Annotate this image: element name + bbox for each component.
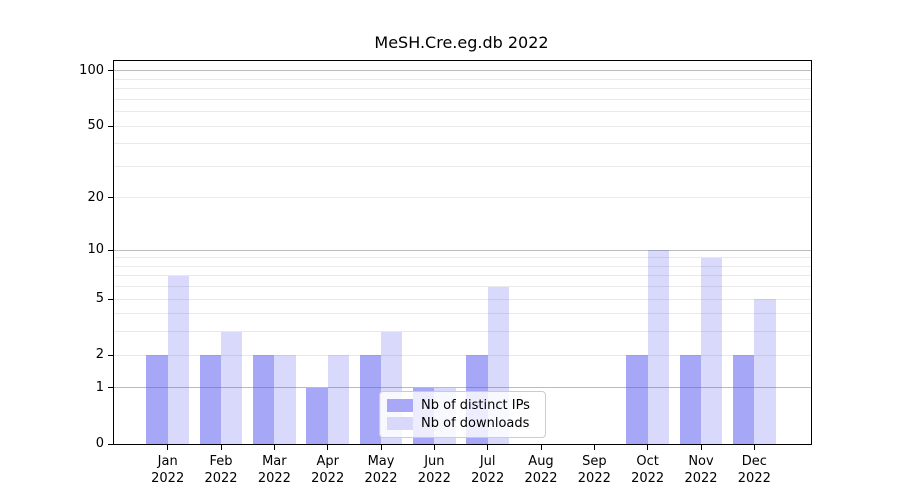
bar-downloads-mar	[274, 355, 296, 444]
bar-downloads-dec	[754, 299, 776, 444]
legend-label-downloads: Nb of downloads	[421, 416, 530, 431]
x-axis-tick	[647, 445, 649, 450]
gridline-minor	[114, 165, 811, 167]
gridline-minor	[114, 257, 811, 259]
x-axis-tick	[487, 445, 489, 450]
x-axis-tick-label: Jul 2022	[471, 454, 505, 486]
bar-distinct-ips-nov	[679, 355, 701, 444]
gridline-minor	[114, 125, 811, 127]
x-axis-tick-label: Dec 2022	[737, 454, 771, 486]
bar-distinct-ips-may	[359, 355, 382, 444]
gridline-minor	[114, 197, 811, 199]
x-axis-tick	[327, 445, 329, 450]
y-axis-tick	[108, 125, 113, 127]
y-axis-tick-label: 5	[95, 291, 104, 307]
y-axis-tick-label: 2	[95, 347, 104, 363]
y-axis-tick	[108, 354, 113, 356]
gridline-minor	[114, 313, 811, 315]
gridline-major	[114, 249, 811, 251]
plot-area: Nb of distinct IPs Nb of downloads 0 1 2 5 1…	[79, 60, 812, 486]
x-axis-tick-label: Oct 2022	[631, 454, 665, 486]
y-axis-tick-label: 10	[87, 242, 104, 258]
gridline-minor	[114, 354, 811, 356]
y-axis-tick	[108, 298, 113, 300]
x-axis-tick-label: Jun 2022	[417, 454, 451, 486]
x-axis-tick	[753, 445, 755, 450]
bar-distinct-ips-oct	[626, 355, 648, 444]
legend-item-downloads: Nb of downloads	[387, 416, 545, 431]
y-axis-tick-label: 20	[87, 189, 104, 205]
bar-distinct-ips-jan	[146, 355, 168, 444]
gridline-minor	[114, 265, 811, 267]
bar-distinct-ips-mar	[253, 355, 275, 444]
x-axis-tick-label: Apr 2022	[311, 454, 345, 486]
legend-label-distinct-ips: Nb of distinct IPs	[421, 398, 530, 413]
x-axis-tick	[433, 445, 435, 450]
x-axis-tick-label: Mar 2022	[257, 454, 291, 486]
gridline-minor	[114, 286, 811, 288]
y-axis-tick-label: 100	[79, 62, 104, 78]
gridline-minor	[114, 298, 811, 300]
y-axis-tick	[108, 443, 113, 445]
y-axis-tick	[108, 70, 113, 72]
gridline-minor	[114, 88, 811, 90]
bar-downloads-jan	[167, 275, 189, 444]
gridline-major	[114, 70, 811, 72]
legend-swatch-downloads	[387, 417, 413, 430]
x-axis-tick-label: May 2022	[364, 454, 398, 486]
bar-downloads-apr	[327, 355, 349, 444]
gridline-minor	[114, 98, 811, 100]
legend-item-distinct-ips: Nb of distinct IPs	[387, 398, 545, 413]
y-axis-tick-label: 1	[95, 379, 104, 395]
bar-distinct-ips-feb	[199, 355, 222, 444]
y-axis-tick	[108, 249, 113, 251]
x-axis-tick-label: Aug 2022	[524, 454, 558, 486]
bar-downloads-oct	[647, 250, 669, 444]
x-axis-tick	[593, 445, 595, 450]
x-axis-tick-label: Nov 2022	[684, 454, 718, 486]
x-axis-tick-label: Feb 2022	[204, 454, 238, 486]
x-axis-tick	[700, 445, 702, 450]
gridline-minor	[114, 143, 811, 145]
y-axis-tick-label: 50	[87, 118, 104, 134]
x-axis-tick	[380, 445, 382, 450]
x-axis-tick	[273, 445, 275, 450]
gridline-minor	[114, 275, 811, 277]
y-axis-tick	[108, 197, 113, 199]
chart-title: MeSH.Cre.eg.db 2022	[374, 33, 549, 52]
y-axis-tick	[108, 387, 113, 389]
legend-swatch-distinct-ips	[387, 399, 413, 412]
bar-distinct-ips-dec	[733, 355, 755, 444]
gridline-minor	[114, 331, 811, 333]
bar-downloads-feb	[221, 331, 243, 444]
legend: Nb of distinct IPs Nb of downloads	[379, 391, 546, 438]
x-axis-tick-label: Sep 2022	[577, 454, 611, 486]
bar-downloads-nov	[701, 257, 723, 444]
x-axis-tick	[167, 445, 169, 450]
x-axis-tick	[540, 445, 542, 450]
bar-distinct-ips-apr	[306, 387, 328, 444]
x-axis-tick	[220, 445, 222, 450]
x-axis-tick-label: Jan 2022	[151, 454, 185, 486]
gridline-minor	[114, 111, 811, 113]
y-axis-tick-label: 0	[95, 436, 104, 451]
gridline-major	[114, 387, 811, 389]
gridline-minor	[114, 78, 811, 80]
